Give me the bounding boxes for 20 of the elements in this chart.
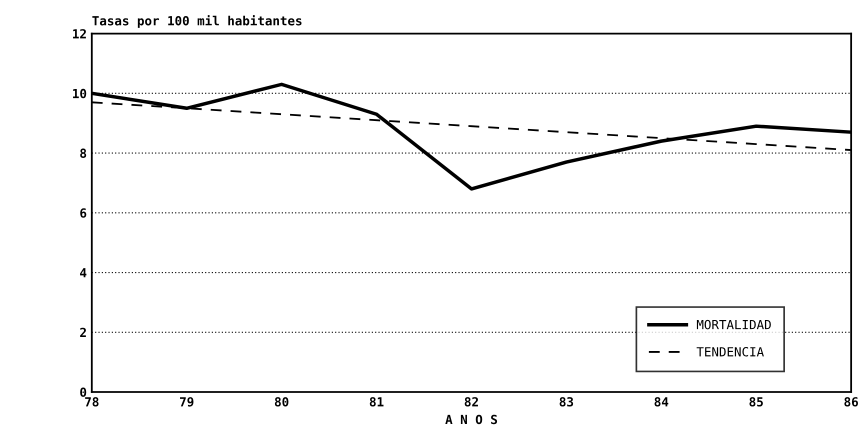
- x-tick-label: 79: [180, 397, 194, 407]
- x-axis-title: A N O S: [445, 414, 498, 424]
- x-tick-label: 81: [370, 397, 384, 407]
- legend-label: MORTALIDAD: [696, 320, 771, 330]
- x-tick-label: 80: [274, 397, 288, 407]
- y-tick-label: 10: [73, 88, 86, 98]
- x-tick-label: 82: [464, 397, 478, 407]
- y-tick-label: 0: [80, 387, 86, 397]
- x-tick-label: 86: [844, 397, 858, 407]
- x-tick-label: 85: [749, 397, 763, 407]
- legend-label: TENDENCIA: [696, 347, 764, 356]
- chart-title: Tasas por 100 mil habitantes: [92, 15, 302, 28]
- x-tick-label: 84: [654, 397, 668, 407]
- y-tick-label: 2: [80, 328, 86, 338]
- x-tick-label: 83: [560, 397, 574, 407]
- y-tick-label: 6: [80, 208, 86, 218]
- y-tick-label: 12: [73, 29, 86, 38]
- y-tick-label: 8: [80, 148, 86, 158]
- y-tick-label: 4: [80, 268, 86, 278]
- x-tick-label: 78: [85, 397, 99, 407]
